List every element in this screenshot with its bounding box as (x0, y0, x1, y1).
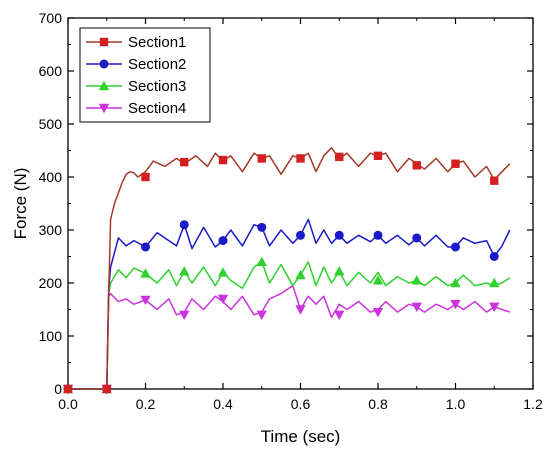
data-point-section4 (411, 302, 422, 313)
series-line-section1 (68, 147, 511, 390)
series-section4 (62, 284, 511, 395)
data-point-section2 (141, 242, 150, 252)
data-point-section4 (140, 295, 151, 306)
legend-label-section2: Section2 (128, 56, 186, 73)
y-tick-label: 500 (39, 116, 63, 132)
data-point-section3 (372, 275, 384, 285)
x-axis-label: Time (sec) (261, 427, 341, 446)
legend-marker-section3 (98, 80, 110, 91)
series-line-section4 (68, 284, 511, 390)
data-point-section1 (63, 384, 73, 394)
data-point-section1 (373, 151, 383, 160)
y-tick-label: 200 (39, 275, 63, 291)
x-tick-label: 1.2 (523, 396, 543, 412)
data-point-section1 (335, 152, 344, 162)
data-point-section1 (180, 157, 189, 167)
data-point-section3 (334, 266, 345, 276)
legend-marker-section2 (99, 59, 109, 69)
data-point-section2 (334, 230, 344, 240)
x-tick-label: 0.6 (291, 396, 311, 412)
x-tick-label: 1.0 (446, 396, 466, 412)
data-point-section1 (218, 155, 228, 165)
y-tick-label: 700 (39, 10, 63, 26)
x-tick-label: 0.8 (368, 396, 388, 412)
x-tick-label: 0.0 (58, 396, 78, 412)
data-point-section3 (411, 275, 422, 285)
data-point-section2 (451, 242, 460, 252)
data-point-section2 (489, 252, 499, 261)
data-point-section2 (296, 230, 305, 240)
data-point-section3 (256, 256, 267, 266)
data-point-section4 (179, 310, 190, 320)
data-point-section4 (450, 300, 461, 310)
plot-area: 0.0 0.2 0.4 0.6 0.8 1.0 1.2 0 100 200 300 400 500 600… (11, 10, 543, 446)
data-point-section3 (489, 277, 500, 288)
x-tick-label: 0.2 (136, 396, 156, 412)
y-tick-label: 400 (39, 169, 63, 185)
legend-marker-section1 (99, 37, 109, 47)
data-point-section4 (217, 294, 229, 305)
legend-label-section4: Section4 (128, 100, 186, 117)
series-line-section3 (68, 261, 511, 390)
series-section3 (62, 256, 511, 394)
data-point-section3 (295, 269, 306, 280)
legend-item-section1: Section1 (86, 34, 186, 51)
data-point-section3 (140, 268, 151, 278)
data-point-section1 (490, 176, 499, 185)
legend-item-section3: Section3 (86, 78, 186, 95)
data-point-section3 (179, 266, 190, 276)
y-axis-label: Force (N) (11, 168, 30, 240)
y-tick-label: 0 (54, 381, 62, 397)
data-point-section3 (217, 267, 229, 277)
data-point-section4 (489, 302, 500, 313)
data-point-section1 (412, 161, 421, 170)
legend-label-section1: Section1 (128, 34, 186, 51)
series-section1 (63, 147, 511, 394)
legend: Section1 Section2 Section3 Section4 (79, 27, 211, 123)
data-point-section1 (296, 154, 305, 163)
data-point-section4 (295, 305, 306, 315)
y-tick-label: 300 (39, 222, 63, 238)
x-tick-label: 0.4 (213, 396, 233, 412)
data-point-section1 (102, 384, 111, 394)
data-point-section3 (450, 277, 461, 288)
legend-item-section4: Section4 (86, 100, 186, 117)
y-tick-label: 600 (39, 63, 63, 79)
legend-label-section3: Section3 (128, 78, 186, 95)
data-point-section4 (372, 307, 384, 318)
data-point-section1 (451, 159, 460, 168)
data-point-section2 (179, 220, 189, 230)
legend-item-section2: Section2 (86, 56, 186, 73)
data-point-section2 (373, 230, 383, 240)
data-point-section1 (141, 172, 150, 182)
data-point-section2 (412, 233, 422, 243)
data-point-section4 (256, 310, 267, 320)
data-point-section4 (334, 310, 345, 320)
legend-marker-section4 (98, 103, 110, 114)
data-point-section2 (218, 236, 228, 246)
data-point-section2 (257, 222, 267, 232)
y-tick-label: 100 (39, 328, 63, 344)
data-point-section1 (257, 154, 266, 163)
